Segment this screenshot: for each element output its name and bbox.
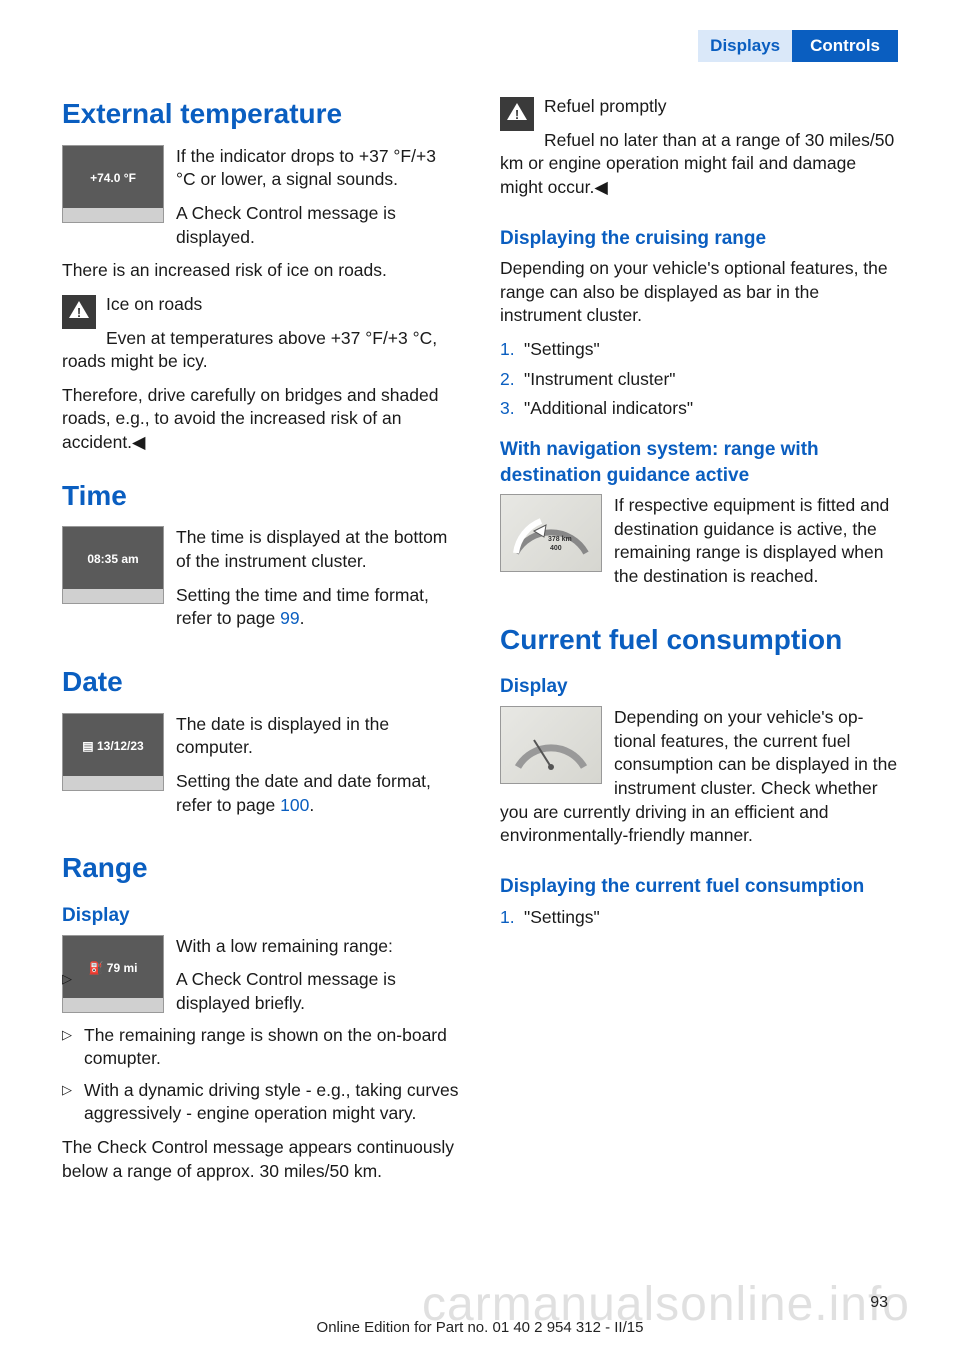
- paragraph: Therefore, drive carefully on bridges an…: [62, 384, 460, 455]
- gauge-icon: 378 km 400: [506, 503, 596, 563]
- page-ref-link[interactable]: 100: [280, 795, 309, 815]
- thumb-label: +74.0 °F: [90, 170, 136, 186]
- steps-list: 1."Settings" 2."Instrument cluster" 3."A…: [500, 338, 898, 421]
- footer-text: Online Edition for Part no. 01 40 2 954 …: [0, 1319, 960, 1336]
- step-number: 2.: [500, 368, 524, 392]
- paragraph: The Check Control message appears contin…: [62, 1136, 460, 1183]
- paragraph: Refuel no later than at a range of 30 mi…: [500, 129, 898, 200]
- step-number: 1.: [500, 906, 524, 930]
- heading-fuel-consumption: Current fuel consumption: [500, 621, 898, 659]
- step-number: 1.: [500, 338, 524, 362]
- paragraph: Even at temperatures above +37 °F/+3 °C,…: [62, 327, 460, 374]
- step-text: "Settings": [524, 339, 600, 359]
- list-item: With a dynamic driving style - e.g., tak…: [62, 1079, 460, 1126]
- thumb-label: ▤ 13/12/23: [82, 738, 143, 754]
- subheading-nav-range: With navigation system: range with desti…: [500, 437, 898, 488]
- subheading-display: Display: [500, 674, 898, 700]
- heading-date: Date: [62, 663, 460, 701]
- warning-ice: Ice on roads Even at temperatures above …: [62, 293, 460, 384]
- block-ext-temp: +74.0 °F If the indicator drops to +37 °…: [62, 145, 460, 260]
- svg-text:400: 400: [550, 545, 562, 552]
- thumb-time: 08:35 am: [62, 526, 164, 604]
- page-body: External temperature +74.0 °F If the ind…: [62, 95, 898, 1292]
- step-number: 3.: [500, 397, 524, 421]
- block-range: ⛽ 79 mi With a low remaining range: A Ch…: [62, 935, 460, 1136]
- list-item: 1."Settings": [500, 338, 898, 362]
- heading-time: Time: [62, 477, 460, 515]
- subheading-cruising-range: Displaying the cruising range: [500, 226, 898, 252]
- thumb-nav-gauge: 378 km 400: [500, 494, 602, 572]
- block-nav-range: 378 km 400 If respective equipment is fi…: [500, 494, 898, 599]
- paragraph: There is an increased risk of ice on roa…: [62, 259, 460, 283]
- warning-title: Refuel promptly: [500, 95, 898, 119]
- text: .: [309, 795, 314, 815]
- thumb-date: ▤ 13/12/23: [62, 713, 164, 791]
- list-item: The remaining range is shown on the on-b…: [62, 1024, 460, 1071]
- page-number: 93: [870, 1294, 888, 1312]
- heading-external-temperature: External temperature: [62, 95, 460, 133]
- bullet-list: A Check Control message is displayed bri…: [62, 968, 460, 1126]
- subheading-displaying-fuel: Displaying the current fuel consumption: [500, 874, 898, 900]
- page-ref-link[interactable]: 99: [280, 608, 299, 628]
- warning-icon: [500, 97, 534, 131]
- block-time: 08:35 am The time is displayed at the bo…: [62, 526, 460, 641]
- text: .: [300, 608, 305, 628]
- page-header: Displays Controls: [698, 30, 898, 62]
- step-text: "Additional indicators": [524, 398, 693, 418]
- thumb-temperature: +74.0 °F: [62, 145, 164, 223]
- warning-refuel: Refuel promptly Refuel no later than at …: [500, 95, 898, 210]
- steps-list: 1."Settings": [500, 906, 898, 930]
- warning-icon: [62, 295, 96, 329]
- list-item: 2."Instrument cluster": [500, 368, 898, 392]
- svg-text:378 km: 378 km: [548, 536, 572, 543]
- block-date: ▤ 13/12/23 The date is displayed in the …: [62, 713, 460, 828]
- header-chapter: Controls: [792, 30, 898, 62]
- paragraph: Depending on your vehicle's optional fea…: [500, 257, 898, 328]
- step-text: "Instrument cluster": [524, 369, 676, 389]
- thumb-label: 08:35 am: [87, 551, 138, 567]
- warning-title: Ice on roads: [62, 293, 460, 317]
- block-fuel: Depending on your vehicle's op­tional fe…: [500, 706, 898, 858]
- list-item: 3."Additional indicators": [500, 397, 898, 421]
- thumb-fuel-gauge: [500, 706, 602, 784]
- subheading-display: Display: [62, 903, 460, 929]
- step-text: "Settings": [524, 907, 600, 927]
- heading-range: Range: [62, 849, 460, 887]
- header-section: Displays: [698, 30, 792, 62]
- gauge-icon: [506, 715, 596, 775]
- thumb-label: ⛽ 79 mi: [89, 960, 138, 976]
- list-item: 1."Settings": [500, 906, 898, 930]
